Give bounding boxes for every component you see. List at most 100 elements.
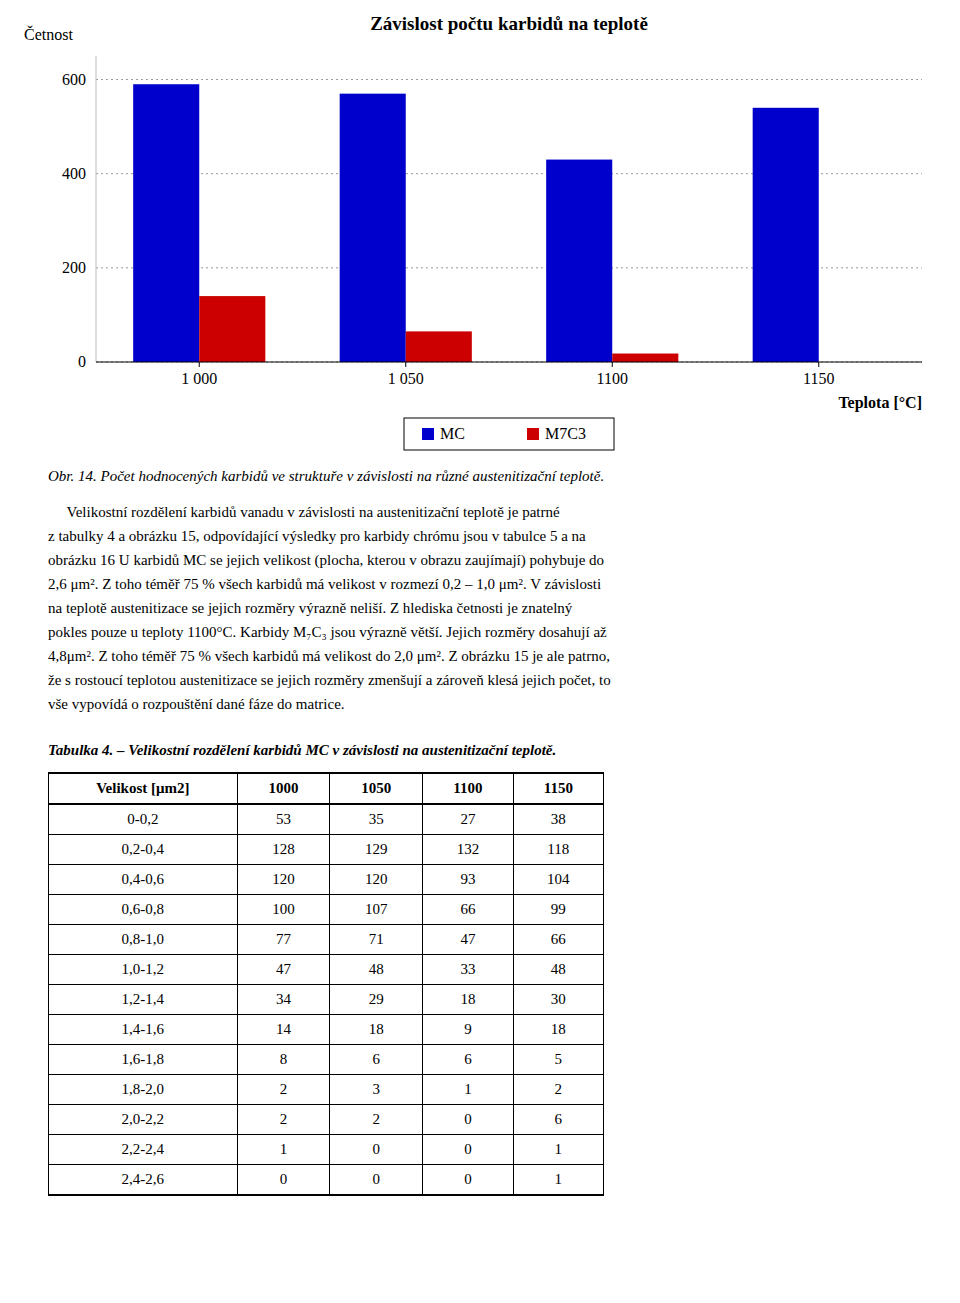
grid-line xyxy=(96,362,922,363)
row-label: 1,0-1,2 xyxy=(49,955,238,985)
legend-label: MC xyxy=(440,425,465,442)
table-cell: 3 xyxy=(330,1075,423,1105)
table-title: Tabulka 4. – Velikostní rozdělení karbid… xyxy=(48,742,556,759)
bar xyxy=(199,296,265,362)
row-label: 0,4-0,6 xyxy=(49,865,238,895)
table-header: 1150 xyxy=(513,773,603,804)
grid-line xyxy=(96,79,922,80)
table-cell: 38 xyxy=(513,804,603,835)
x-tick xyxy=(818,362,819,367)
table-cell: 33 xyxy=(423,955,513,985)
legend-box xyxy=(404,418,614,450)
row-label: 0,6-0,8 xyxy=(49,895,238,925)
y-tick-label: 400 xyxy=(62,165,86,182)
bars xyxy=(133,84,819,362)
bar xyxy=(753,108,819,362)
table-cell: 53 xyxy=(237,804,330,835)
paragraph: Velikostní rozdělení karbidů vanadu v zá… xyxy=(48,500,611,716)
paragraph-line: obrázku 16 U karbidů MC se jejich veliko… xyxy=(48,548,611,572)
table-cell: 18 xyxy=(423,985,513,1015)
legend-swatch xyxy=(527,428,539,440)
table-cell: 27 xyxy=(423,804,513,835)
paragraph-line: na teplotě austenitizace se jejich rozmě… xyxy=(48,596,611,620)
table-cell: 120 xyxy=(237,865,330,895)
x-tick-label: 1 050 xyxy=(388,370,424,387)
table-cell: 8 xyxy=(237,1045,330,1075)
table-cell: 132 xyxy=(423,835,513,865)
bar-chart: Závislost počtu karbidů na teplotě Četnos… xyxy=(0,0,960,460)
paragraph-line: pokles pouze u teploty 1100°C. Karbidy M… xyxy=(48,620,611,644)
paragraph-line: Velikostní rozdělení karbidů vanadu v zá… xyxy=(48,500,611,524)
table-cell: 100 xyxy=(237,895,330,925)
table-cell: 1 xyxy=(513,1135,603,1165)
table-cell: 0 xyxy=(330,1165,423,1196)
table-cell: 104 xyxy=(513,865,603,895)
table-cell: 6 xyxy=(513,1105,603,1135)
table-cell: 1 xyxy=(513,1165,603,1196)
table-header: 1100 xyxy=(423,773,513,804)
bar xyxy=(340,94,406,362)
x-tick-label: 1150 xyxy=(803,370,834,387)
table-cell: 47 xyxy=(237,955,330,985)
table-cell: 47 xyxy=(423,925,513,955)
table-cell: 34 xyxy=(237,985,330,1015)
row-label: 1,2-1,4 xyxy=(49,985,238,1015)
table-cell: 0 xyxy=(423,1165,513,1196)
paragraph-line: vše vypovídá o rozpouštění dané fáze do … xyxy=(48,692,611,716)
table-cell: 2 xyxy=(513,1075,603,1105)
table-cell: 2 xyxy=(237,1105,330,1135)
table-cell: 18 xyxy=(513,1015,603,1045)
table-header: 1050 xyxy=(330,773,423,804)
table-cell: 128 xyxy=(237,835,330,865)
title: Závislost počtu karbidů na teplotě xyxy=(370,13,648,34)
table-cell: 0 xyxy=(330,1135,423,1165)
table-cell: 107 xyxy=(330,895,423,925)
row-label: 0,8-1,0 xyxy=(49,925,238,955)
row-label: 2,0-2,2 xyxy=(49,1105,238,1135)
bar xyxy=(133,84,199,362)
x-axis-line xyxy=(96,362,922,363)
table-cell: 48 xyxy=(330,955,423,985)
table-cell: 0 xyxy=(423,1135,513,1165)
x-tick-label: 1 000 xyxy=(181,370,217,387)
x-axis-label: Teplota [°C] xyxy=(838,394,922,412)
x-tick xyxy=(199,362,200,367)
table-cell: 66 xyxy=(513,925,603,955)
legend-label: M7C3 xyxy=(545,425,586,442)
paragraph-line: 2,6 μm². Z toho téměř 75 % všech karbidů… xyxy=(48,572,611,596)
table-cell: 71 xyxy=(330,925,423,955)
table-cell: 129 xyxy=(330,835,423,865)
table-cell: 5 xyxy=(513,1045,603,1075)
table-header: Velikost [μm2] xyxy=(49,773,238,804)
table-cell: 30 xyxy=(513,985,603,1015)
table-cell: 77 xyxy=(237,925,330,955)
row-label: 2,2-2,4 xyxy=(49,1135,238,1165)
row-label: 1,8-2,0 xyxy=(49,1075,238,1105)
y-tick-label: 600 xyxy=(62,71,86,88)
table-cell: 2 xyxy=(330,1105,423,1135)
table-cell: 9 xyxy=(423,1015,513,1045)
table-cell: 48 xyxy=(513,955,603,985)
paragraph-line: že s rostoucí teplotou austenitizace se … xyxy=(48,668,611,692)
table-cell: 35 xyxy=(330,804,423,835)
table-cell: 66 xyxy=(423,895,513,925)
bar xyxy=(612,354,678,362)
table-cell: 6 xyxy=(330,1045,423,1075)
paragraph-line: 4,8μm². Z toho téměř 75 % všech karbidů … xyxy=(48,644,611,668)
x-tick-label: 1100 xyxy=(597,370,628,387)
table-cell: 29 xyxy=(330,985,423,1015)
x-tick xyxy=(612,362,613,367)
y-tick-label: 0 xyxy=(78,353,86,370)
legend-swatch xyxy=(422,428,434,440)
row-label: 1,4-1,6 xyxy=(49,1015,238,1045)
table-cell: 18 xyxy=(330,1015,423,1045)
table-cell: 120 xyxy=(330,865,423,895)
y-tick-label: 200 xyxy=(62,259,86,276)
table: Velikost [μm2]10001050110011500-0,253352… xyxy=(48,772,604,1196)
row-label: 2,4-2,6 xyxy=(49,1165,238,1196)
row-label: 0,2-0,4 xyxy=(49,835,238,865)
x-tick xyxy=(405,362,406,367)
y-axis-label: Četnost xyxy=(24,25,73,43)
table-cell: 14 xyxy=(237,1015,330,1045)
y-axis-line xyxy=(96,56,97,362)
